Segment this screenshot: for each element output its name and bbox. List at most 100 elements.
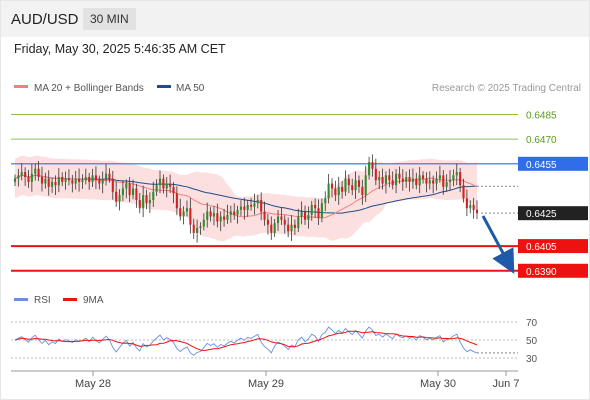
level-tag-support bbox=[518, 263, 588, 278]
candle-body bbox=[337, 186, 340, 196]
candle-body bbox=[98, 180, 101, 184]
timeframe-button[interactable]: 30 MIN bbox=[83, 8, 136, 30]
ma50-legend-swatch bbox=[157, 85, 171, 88]
candle-body bbox=[263, 211, 266, 220]
candle-body bbox=[27, 176, 30, 182]
candle-body bbox=[388, 175, 391, 181]
candle-body bbox=[455, 172, 458, 176]
candle-body bbox=[401, 178, 404, 182]
rsi-ma-line bbox=[14, 330, 478, 352]
candle-body bbox=[108, 173, 111, 179]
candle-body bbox=[189, 208, 192, 225]
candle-body bbox=[118, 195, 121, 202]
candle-body bbox=[37, 168, 40, 177]
candle-body bbox=[172, 186, 175, 194]
candle-body bbox=[260, 200, 263, 212]
candle-body bbox=[276, 216, 280, 224]
candle-body bbox=[314, 204, 317, 209]
candle-body bbox=[81, 180, 84, 182]
candle-body bbox=[17, 175, 20, 179]
candle-body bbox=[303, 211, 307, 220]
candle-body bbox=[341, 186, 344, 192]
candle-body bbox=[334, 188, 337, 196]
rsi-ma-legend-swatch bbox=[63, 298, 77, 301]
candle-body bbox=[135, 188, 138, 201]
candle-body bbox=[465, 198, 468, 209]
candle-body bbox=[371, 162, 374, 169]
candle-body bbox=[152, 191, 155, 201]
candle-body bbox=[84, 176, 87, 181]
candle-body bbox=[101, 178, 104, 184]
candle-body bbox=[165, 183, 168, 189]
candle-body bbox=[148, 200, 151, 204]
candle-body bbox=[233, 211, 236, 215]
candle-body bbox=[34, 168, 37, 174]
candle-body bbox=[280, 216, 283, 220]
candle-body bbox=[442, 175, 445, 187]
candle-body bbox=[185, 208, 189, 212]
candle-body bbox=[125, 183, 128, 189]
candle-body bbox=[40, 176, 44, 184]
x-tick-label: May 30 bbox=[420, 378, 456, 390]
candle-body bbox=[246, 204, 249, 210]
candle-body bbox=[327, 183, 330, 199]
candle-body bbox=[20, 172, 23, 176]
candle-body bbox=[216, 213, 219, 222]
rsi-ma-legend-label: 9MA bbox=[83, 295, 104, 306]
candle-body bbox=[223, 216, 226, 220]
rsi-level-label: 50 bbox=[526, 336, 538, 347]
candle-body bbox=[357, 180, 361, 187]
level-label-pivot: 0.6455 bbox=[526, 160, 557, 171]
candle-body bbox=[128, 183, 131, 196]
candle-body bbox=[273, 223, 276, 233]
candle-body bbox=[320, 203, 323, 219]
candle-body bbox=[142, 195, 145, 209]
x-tick-label: May 28 bbox=[75, 378, 111, 390]
candle-body bbox=[310, 204, 313, 215]
candle-body bbox=[145, 195, 148, 204]
last-price-label: 0.6425 bbox=[526, 209, 557, 220]
candle-body bbox=[192, 224, 195, 233]
candle-body bbox=[71, 180, 74, 184]
candle-body bbox=[162, 178, 165, 189]
credit-text: Research © 2025 Trading Central bbox=[432, 83, 581, 94]
x-tick-label: Jun 7 bbox=[493, 378, 520, 390]
forecast-arrow bbox=[481, 215, 515, 274]
candle-body bbox=[408, 176, 411, 182]
candle-body bbox=[368, 162, 371, 176]
candle-body bbox=[155, 185, 158, 192]
candle-body bbox=[432, 180, 435, 184]
ma20-legend-swatch bbox=[14, 85, 28, 88]
candle-body bbox=[283, 219, 286, 225]
candle-body bbox=[384, 175, 387, 184]
candle-body bbox=[317, 208, 320, 219]
candle-body bbox=[175, 193, 178, 209]
candle-body bbox=[438, 175, 441, 179]
level-label-support: 0.6390 bbox=[526, 267, 557, 278]
candle-body bbox=[297, 216, 300, 228]
candle-body bbox=[398, 173, 401, 179]
rsi-level-label: 70 bbox=[526, 318, 538, 329]
candle-body bbox=[239, 206, 242, 210]
candle-body bbox=[324, 198, 327, 204]
candle-body bbox=[351, 185, 354, 191]
rsi-line bbox=[14, 326, 478, 356]
candle-body bbox=[206, 211, 209, 220]
candle-body bbox=[452, 175, 455, 181]
candle-body bbox=[290, 224, 293, 232]
candle-body bbox=[266, 219, 269, 225]
candle-body bbox=[472, 204, 475, 210]
candle-body bbox=[448, 180, 452, 182]
candle-body bbox=[229, 211, 232, 215]
candle-body bbox=[196, 227, 199, 233]
candle-body bbox=[475, 209, 479, 214]
candle-body bbox=[131, 188, 135, 196]
level-tag-pivot bbox=[518, 156, 588, 171]
level-label-support: 0.6405 bbox=[526, 242, 557, 253]
rsi-legend-label: RSI bbox=[34, 295, 51, 306]
candle-body bbox=[105, 173, 108, 179]
candle-body bbox=[243, 206, 246, 210]
candle-body bbox=[64, 178, 67, 182]
